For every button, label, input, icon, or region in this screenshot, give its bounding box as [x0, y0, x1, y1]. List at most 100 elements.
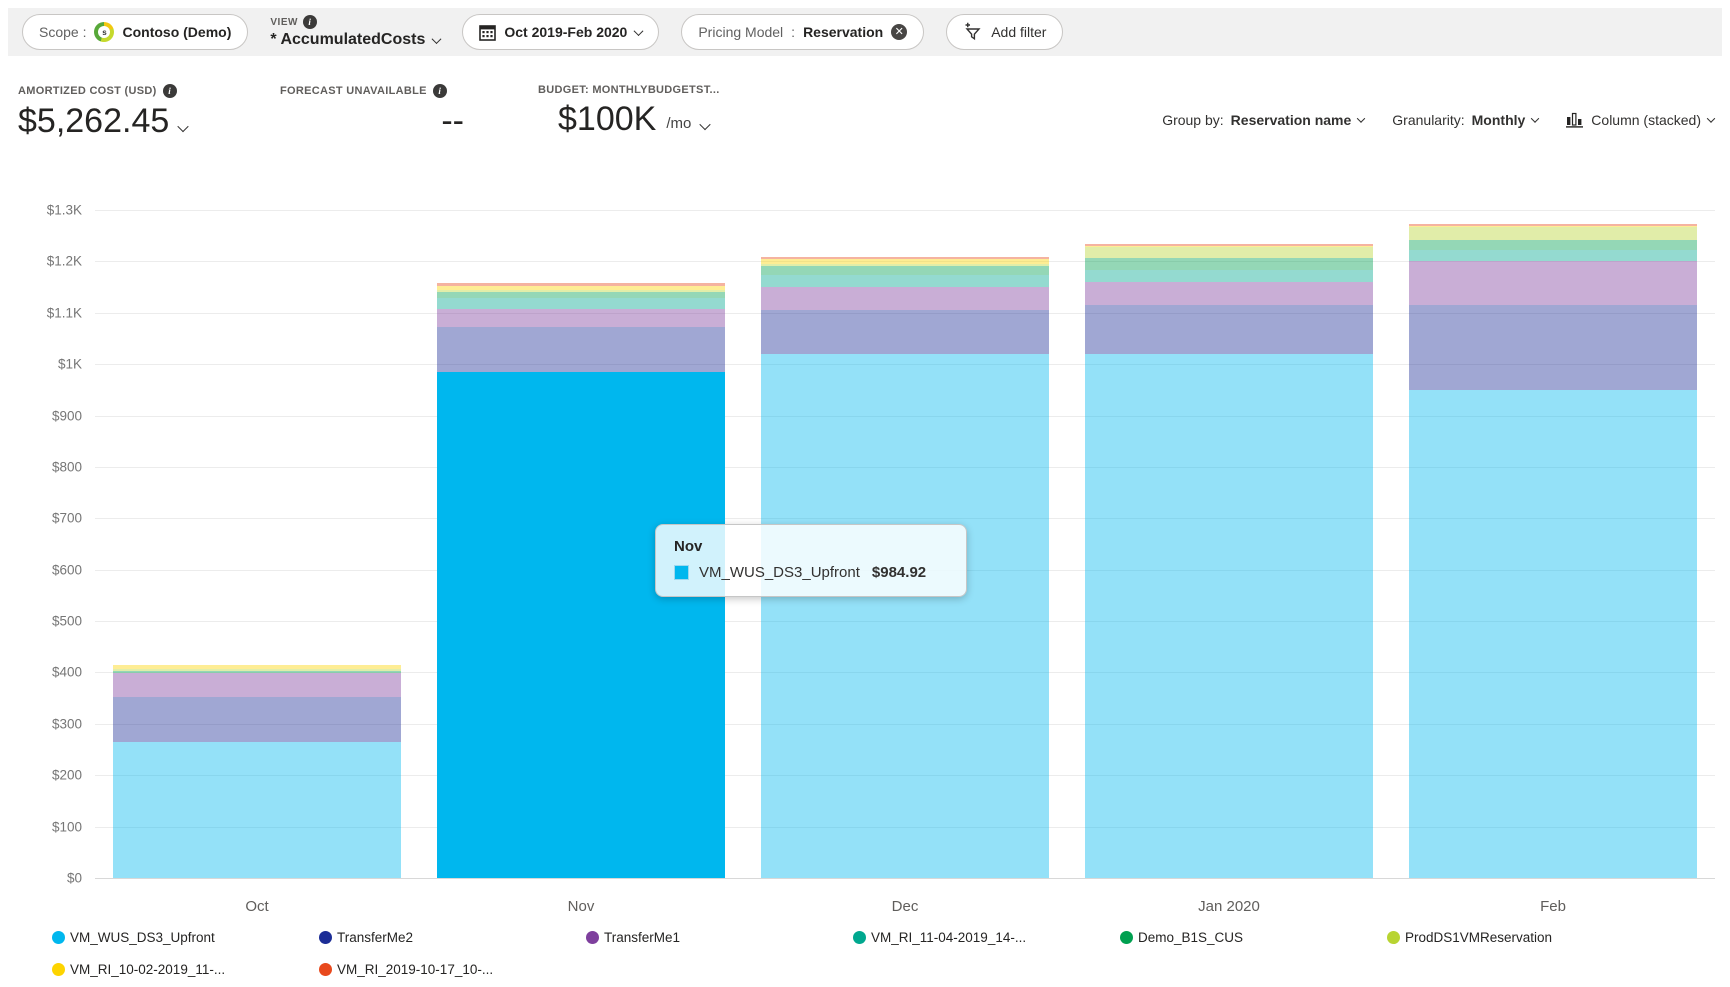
- budget-value[interactable]: $100K /mo: [538, 100, 720, 139]
- bar-segment[interactable]: [112, 669, 402, 671]
- filter-name: Pricing Model: [698, 24, 784, 40]
- bar-segment[interactable]: [760, 265, 1050, 276]
- chart-type-dropdown[interactable]: Column (stacked): [1566, 112, 1716, 128]
- bar-segment[interactable]: [1408, 250, 1698, 261]
- gridline: [95, 775, 1715, 777]
- bar-segment[interactable]: [760, 310, 1050, 354]
- bar-segment[interactable]: [1408, 239, 1698, 251]
- legend-item[interactable]: TransferMe2: [319, 930, 586, 945]
- chevron-down-icon: [431, 33, 442, 44]
- scope-pill[interactable]: Scope : s Contoso (Demo): [22, 14, 249, 50]
- x-tick-label: Jan 2020: [1198, 898, 1260, 915]
- granularity-dropdown[interactable]: Granularity: Monthly: [1392, 112, 1540, 128]
- gridline: [95, 723, 1715, 725]
- bar-segment[interactable]: [1084, 245, 1374, 247]
- y-tick-label: $400: [51, 664, 82, 680]
- forecast-value: --: [441, 102, 464, 140]
- stacked-bar-dec[interactable]: [760, 257, 1050, 878]
- bar-segment[interactable]: [760, 287, 1050, 311]
- bar-segment[interactable]: [1084, 244, 1374, 246]
- add-filter-label: Add filter: [991, 24, 1047, 40]
- bar-segment[interactable]: [112, 696, 402, 742]
- bar-segment[interactable]: [1408, 224, 1698, 226]
- bar-segment[interactable]: [1084, 305, 1374, 354]
- bar-segment[interactable]: [1408, 389, 1698, 878]
- bar-segment[interactable]: [760, 259, 1050, 265]
- legend-item[interactable]: VM_RI_2019-10-17_10-...: [319, 962, 586, 977]
- y-tick-label: $1.1K: [46, 305, 82, 321]
- bar-segment[interactable]: [436, 291, 726, 298]
- bar-slot: [1067, 210, 1391, 878]
- bar-segment[interactable]: [112, 670, 402, 674]
- y-tick-label: $300: [51, 716, 82, 732]
- tooltip-series-name: VM_WUS_DS3_Upfront: [699, 564, 860, 581]
- chevron-down-icon: [1706, 114, 1716, 123]
- legend-item[interactable]: ProdDS1VMReservation: [1387, 930, 1654, 945]
- bar-segment[interactable]: [112, 673, 402, 697]
- bar-segment[interactable]: [1084, 353, 1374, 878]
- bar-segment[interactable]: [760, 257, 1050, 260]
- bars: [95, 210, 1715, 878]
- stacked-bar-nov[interactable]: [436, 283, 726, 878]
- bar-segment[interactable]: [436, 327, 726, 372]
- legend-dot-icon: [319, 931, 332, 944]
- bar-segment[interactable]: [1408, 226, 1698, 240]
- date-range-pill[interactable]: Oct 2019-Feb 2020: [462, 14, 660, 50]
- gridline: [95, 826, 1715, 828]
- legend-item[interactable]: VM_RI_10-02-2019_11-...: [52, 962, 319, 977]
- bar-segment[interactable]: [1084, 282, 1374, 306]
- chart-controls: Group by: Reservation name Granularity: …: [1162, 112, 1716, 128]
- legend-dot-icon: [52, 931, 65, 944]
- y-tick-label: $700: [51, 510, 82, 526]
- amortized-cost-value[interactable]: $5,262.45: [18, 102, 280, 141]
- gridline: [95, 672, 1715, 674]
- stacked-bar-feb[interactable]: [1408, 224, 1698, 878]
- kpi-row: AMORTIZED COST (USD) i $5,262.45 FORECAST…: [18, 84, 720, 141]
- y-tick-label: $800: [51, 459, 82, 475]
- bar-segment[interactable]: [1084, 258, 1374, 271]
- cost-chart: $0 $100 $200 $300 $400 $500 $600 $700 $800 $900 $1…: [0, 168, 1730, 987]
- chart-tooltip: Nov VM_WUS_DS3_Upfront $984.92: [655, 524, 967, 597]
- group-by-dropdown[interactable]: Group by: Reservation name: [1162, 112, 1366, 128]
- bar-slot: [743, 210, 1067, 878]
- bar-segment[interactable]: [1084, 270, 1374, 283]
- legend-item[interactable]: VM_WUS_DS3_Upfront: [52, 930, 319, 945]
- bar-segment[interactable]: [760, 353, 1050, 878]
- gridline: [95, 312, 1715, 314]
- bar-slot: [1391, 210, 1715, 878]
- plot-area: [95, 210, 1715, 879]
- bar-segment[interactable]: [760, 264, 1050, 266]
- pricing-model-filter-pill[interactable]: Pricing Model : Reservation ✕: [681, 14, 925, 50]
- bar-segment[interactable]: [436, 283, 726, 286]
- y-tick-label: $100: [51, 819, 82, 835]
- add-filter-button[interactable]: Add filter: [946, 14, 1064, 50]
- bar-segment[interactable]: [1408, 305, 1698, 390]
- legend-item[interactable]: VM_RI_11-04-2019_14-...: [853, 930, 1120, 945]
- scope-label: Scope :: [39, 24, 87, 40]
- legend-item[interactable]: Demo_B1S_CUS: [1120, 930, 1387, 945]
- bar-segment[interactable]: [436, 371, 726, 878]
- bar-segment[interactable]: [760, 275, 1050, 288]
- info-icon: i: [432, 84, 447, 98]
- stacked-bar-oct[interactable]: [112, 665, 402, 878]
- stacked-bar-jan-2020[interactable]: [1084, 244, 1374, 878]
- bar-segment[interactable]: [436, 309, 726, 328]
- bar-segment[interactable]: [1408, 225, 1698, 227]
- view-selector[interactable]: VIEW i * AccumulatedCosts: [270, 15, 442, 49]
- remove-filter-icon[interactable]: ✕: [891, 24, 908, 40]
- legend-label: VM_WUS_DS3_Upfront: [70, 930, 215, 945]
- bar-segment[interactable]: [1084, 246, 1374, 259]
- bar-segment[interactable]: [1408, 260, 1698, 306]
- bar-segment[interactable]: [112, 665, 402, 670]
- bar-segment[interactable]: [112, 741, 402, 878]
- x-tick-label: Feb: [1540, 898, 1566, 915]
- amortized-cost-label: AMORTIZED COST (USD) i: [18, 84, 280, 98]
- budget-unit: /mo: [666, 115, 692, 132]
- bar-segment[interactable]: [436, 297, 726, 310]
- gridline: [95, 210, 1715, 211]
- amortized-cost-metric: AMORTIZED COST (USD) i $5,262.45: [18, 84, 280, 141]
- legend-item[interactable]: TransferMe1: [586, 930, 853, 945]
- bar-segment[interactable]: [436, 285, 726, 290]
- info-icon: i: [302, 15, 317, 29]
- bar-segment[interactable]: [436, 289, 726, 292]
